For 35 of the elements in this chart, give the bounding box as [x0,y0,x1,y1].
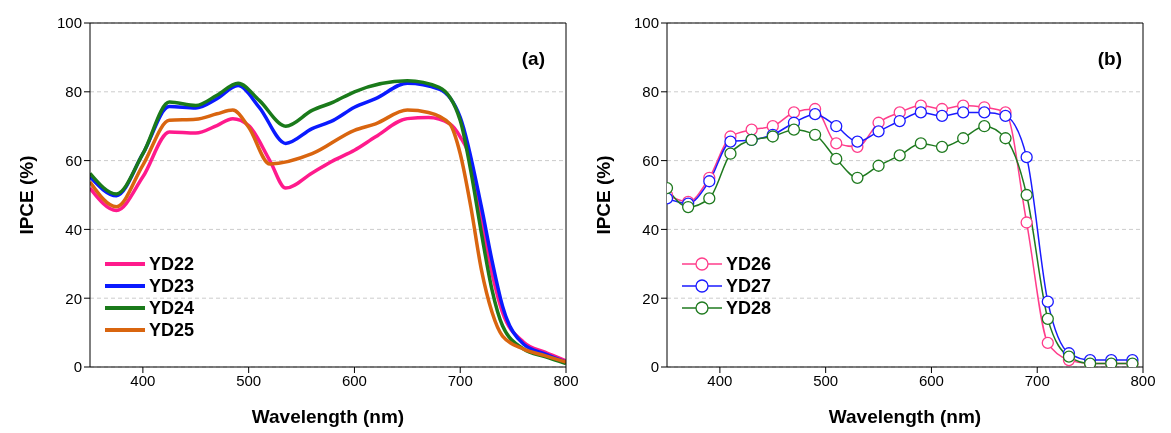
x-tick-label: 600 [341,371,367,389]
x-tick-label: 800 [1130,371,1156,389]
x-tick-label: 600 [918,371,944,389]
y-tick-label: 100 [56,14,82,32]
legend-label: YD24 [149,297,195,319]
legend-label: YD28 [726,297,772,319]
legend-label: YD22 [149,253,195,275]
y-tick-label: 100 [633,14,659,32]
x-tick-label: 800 [553,371,579,389]
x-axis-title: Wavelength (nm) [251,406,405,427]
y-tick-label: 20 [642,289,659,307]
x-tick-label: 700 [447,371,473,389]
x-tick-label: 400 [707,371,733,389]
y-tick-label: 0 [73,358,82,376]
y-tick-label: 60 [642,151,659,169]
x-tick-label: 700 [1024,371,1050,389]
x-axis-title: Wavelength (nm) [828,406,982,427]
legend-label: YD27 [726,275,772,297]
y-axis-title: IPCE (%) [592,155,614,235]
x-tick-label: 500 [236,371,262,389]
x-tick-label: 500 [813,371,839,389]
annotation: (b) [1097,48,1122,70]
legend-label: YD23 [149,275,195,297]
y-axis-title: IPCE (%) [15,155,37,235]
legend-label: YD26 [726,253,772,275]
y-tick-label: 0 [650,358,659,376]
y-tick-label: 80 [642,83,659,101]
legend-label: YD25 [149,319,195,341]
y-tick-label: 60 [65,151,82,169]
x-tick-label: 400 [130,371,156,389]
y-tick-label: 80 [65,83,82,101]
y-tick-label: 20 [65,289,82,307]
y-tick-label: 40 [65,220,82,238]
annotation: (a) [521,48,545,70]
y-tick-label: 40 [642,220,659,238]
